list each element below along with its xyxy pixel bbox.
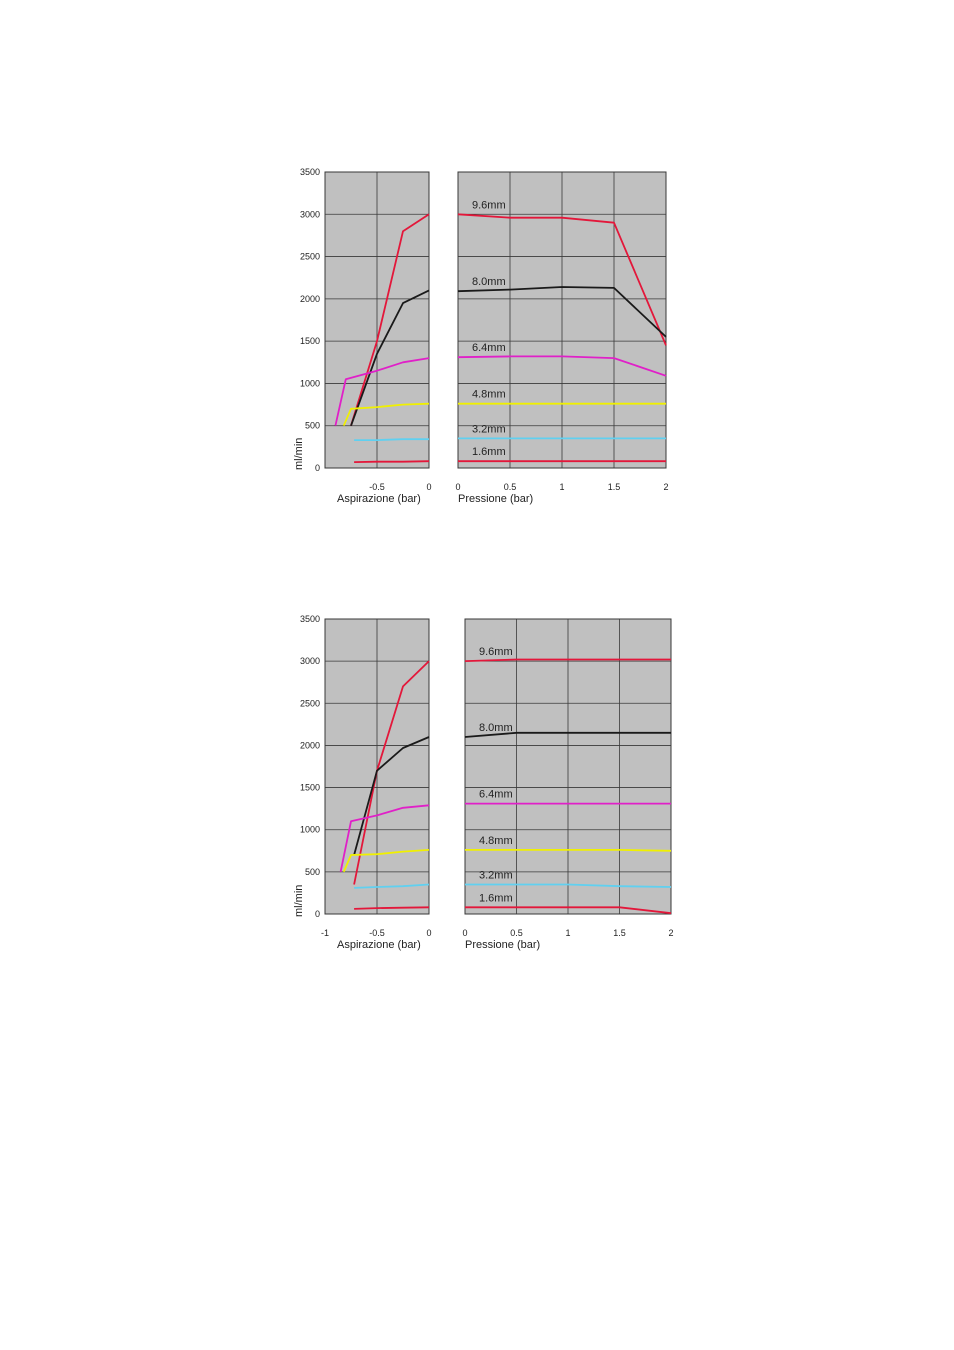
y-tick-label: 1000 <box>300 825 320 835</box>
series-label: 9.6mm <box>479 646 513 658</box>
panel-pressione: 0 0.5 1 1.5 2 Pressione (bar) 9.6mm 8.0mm 6.4mm 4… <box>455 171 669 505</box>
x-tick-label: 0.5 <box>504 482 517 492</box>
series-line <box>457 213 667 346</box>
series-line <box>354 460 430 463</box>
x-tick-label: -0.5 <box>369 928 385 938</box>
x-axis-label: Pressione (bar) <box>458 493 533 505</box>
series-line <box>350 213 430 426</box>
x-tick-label: 1.5 <box>613 928 626 938</box>
y-tick-label: 1500 <box>300 336 320 346</box>
series-line <box>334 357 430 426</box>
series-line <box>342 849 430 873</box>
x-tick-label: -0.5 <box>369 482 385 492</box>
y-tick-label: 0 <box>315 463 320 473</box>
series-label: 1.6mm <box>479 892 513 904</box>
x-tick-label: 1.5 <box>608 482 621 492</box>
panel-pressione: 0 0.5 1 1.5 2 Pressione (bar) 9.6mm 8.0mm 6.4mm 4… <box>462 618 674 951</box>
y-axis-label: ml/min <box>293 885 305 917</box>
y-tick-label: 500 <box>305 421 320 431</box>
y-axis-label: ml/min <box>293 438 305 470</box>
y-tick-label: 2000 <box>300 294 320 304</box>
x-tick-label: 2 <box>663 482 668 492</box>
x-tick-label: 0 <box>426 928 431 938</box>
panel-aspirazione: -1 -0.5 0 Aspirazione (bar) <box>321 618 432 951</box>
x-tick-label: 0 <box>462 928 467 938</box>
series-line <box>342 402 430 427</box>
series-line <box>353 660 430 885</box>
series-line <box>457 355 667 377</box>
x-tick-label: 1 <box>565 928 570 938</box>
series-line <box>354 906 430 910</box>
x-axis-label: Aspirazione (bar) <box>337 939 421 951</box>
series-line <box>354 438 429 442</box>
series-line <box>465 906 672 915</box>
x-tick-label: -1 <box>321 928 329 938</box>
y-tick-label: 2500 <box>300 698 320 708</box>
x-tick-label: 0 <box>455 482 460 492</box>
y-tick-label: 0 <box>315 909 320 919</box>
y-tick-label: 2000 <box>300 740 320 750</box>
series-line <box>465 849 672 852</box>
x-tick-label: 1 <box>559 482 564 492</box>
y-tick-label: 500 <box>305 867 320 877</box>
x-tick-label: 0 <box>426 482 431 492</box>
panel-aspirazione: -0.5 0 Aspirazione (bar) <box>324 171 432 505</box>
series-label: 8.0mm <box>479 722 513 734</box>
series-label: 6.4mm <box>479 789 513 801</box>
y-tick-label: 3000 <box>300 209 320 219</box>
x-tick-label: 2 <box>668 928 673 938</box>
y-tick-label: 1000 <box>300 378 320 388</box>
series-label: 1.6mm <box>472 446 506 458</box>
y-tick-label: 3500 <box>300 614 320 624</box>
series-line <box>464 658 671 662</box>
series-label: 6.4mm <box>472 342 506 354</box>
series-line <box>350 289 430 427</box>
x-tick-label: 0.5 <box>510 928 523 938</box>
x-axis-label: Pressione (bar) <box>465 939 540 951</box>
series-line <box>457 286 667 338</box>
series-line <box>354 883 430 889</box>
series-label: 9.6mm <box>472 199 506 211</box>
series-line <box>465 883 672 888</box>
series-label: 3.2mm <box>472 423 506 435</box>
series-label: 4.8mm <box>472 389 506 401</box>
x-axis-label: Aspirazione (bar) <box>337 493 421 505</box>
y-tick-label: 3500 <box>300 167 320 177</box>
y-tick-label: 2500 <box>300 252 320 262</box>
y-tick-label: 1500 <box>300 783 320 793</box>
series-line <box>464 731 671 738</box>
series-label: 4.8mm <box>479 835 513 847</box>
series-label: 8.0mm <box>472 276 506 288</box>
chart-2: 0 500 1000 1500 2000 2500 3000 3500 ml/min -1 -0.5… <box>293 614 674 951</box>
series-line <box>353 736 430 856</box>
series-line <box>339 804 430 873</box>
series-label: 3.2mm <box>479 870 513 882</box>
y-tick-label: 3000 <box>300 656 320 666</box>
